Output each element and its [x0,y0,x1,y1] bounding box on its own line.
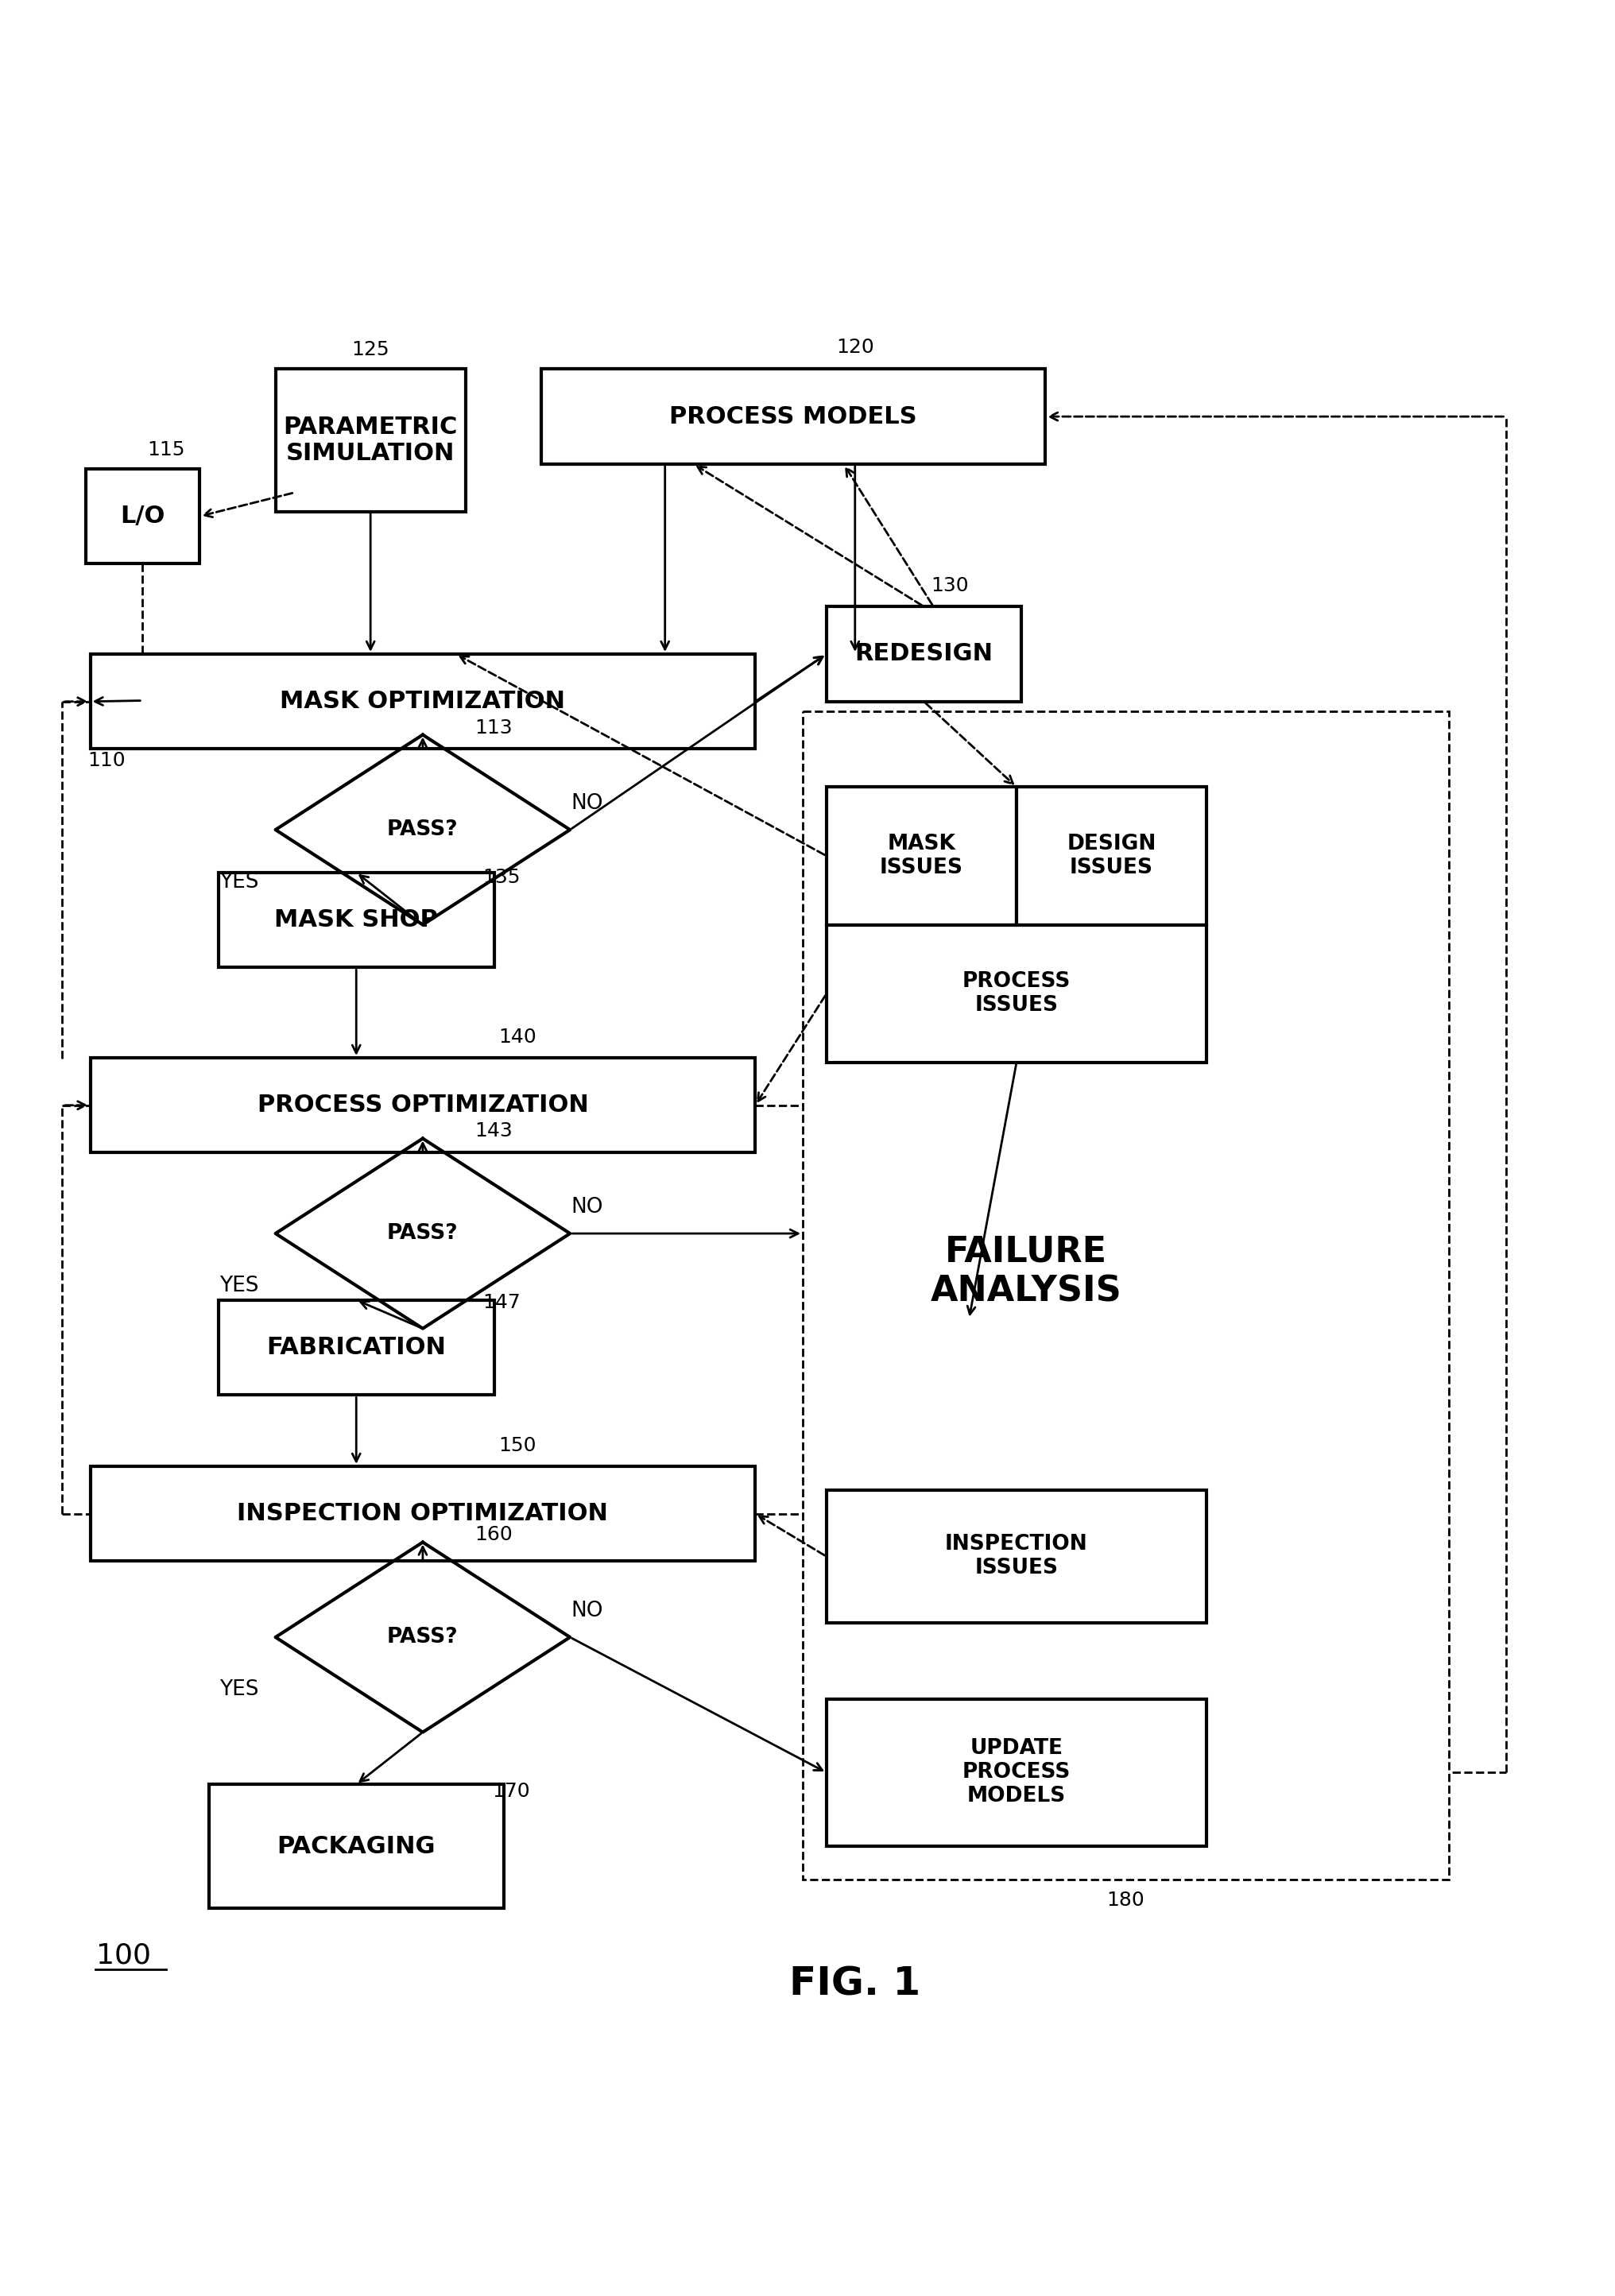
Text: INSPECTION
ISSUES: INSPECTION ISSUES [945,1534,1089,1580]
Text: PARAMETRIC
SIMULATION: PARAMETRIC SIMULATION [283,416,457,466]
Text: 150: 150 [499,1435,536,1456]
Bar [827,606,1021,703]
Polygon shape [276,735,570,925]
Bar [1016,788,1206,925]
Polygon shape [276,1139,570,1329]
Text: PROCESS
ISSUES: PROCESS ISSUES [963,971,1071,1015]
Text: 140: 140 [499,1026,536,1047]
Text: MASK
ISSUES: MASK ISSUES [880,833,963,877]
Bar [827,925,1206,1063]
Text: 130: 130 [932,576,969,595]
Bar [276,370,465,512]
Text: 147: 147 [483,1293,520,1313]
Text: PROCESS OPTIMIZATION: PROCESS OPTIMIZATION [257,1093,588,1116]
Bar [208,1784,504,1908]
Text: PASS?: PASS? [388,1628,459,1649]
Text: 135: 135 [483,868,520,886]
Text: UPDATE
PROCESS
MODELS: UPDATE PROCESS MODELS [963,1738,1071,1807]
Text: NO: NO [572,1196,602,1217]
Text: 120: 120 [837,338,874,356]
Text: PACKAGING: PACKAGING [276,1835,436,1857]
Bar [90,1058,756,1153]
Bar [541,370,1045,464]
Text: INSPECTION OPTIMIZATION: INSPECTION OPTIMIZATION [237,1502,609,1525]
Text: PROCESS MODELS: PROCESS MODELS [669,404,917,427]
Bar [90,1467,756,1561]
Bar [86,468,200,565]
Text: 170: 170 [493,1782,530,1800]
Bar [827,1699,1206,1846]
Bar [827,1490,1206,1623]
Text: MASK OPTIMIZATION: MASK OPTIMIZATION [279,691,565,714]
Text: 160: 160 [475,1525,514,1545]
Bar [803,712,1449,1880]
Text: FIG. 1: FIG. 1 [790,1965,921,2002]
Text: 125: 125 [352,340,389,360]
Text: YES: YES [220,872,258,893]
Text: 180: 180 [1106,1892,1145,1910]
Text: YES: YES [220,1274,258,1295]
Text: 143: 143 [475,1120,514,1141]
Text: REDESIGN: REDESIGN [854,643,993,666]
Text: L/O: L/O [120,505,165,528]
Text: PASS?: PASS? [388,1224,459,1244]
Text: 100: 100 [95,1942,150,1970]
Text: FAILURE
ANALYSIS: FAILURE ANALYSIS [930,1235,1122,1309]
Text: 115: 115 [147,441,186,459]
Text: MASK SHOP: MASK SHOP [275,909,438,932]
Bar [218,1300,494,1396]
Bar [90,654,756,748]
Text: NO: NO [572,792,602,813]
Bar [218,872,494,967]
Text: 113: 113 [475,719,514,737]
Text: PASS?: PASS? [388,820,459,840]
Bar [827,788,1016,925]
Text: 110: 110 [87,751,126,769]
Text: FABRICATION: FABRICATION [266,1336,446,1359]
Polygon shape [276,1543,570,1731]
Text: NO: NO [572,1600,602,1621]
Text: YES: YES [220,1678,258,1699]
Text: DESIGN
ISSUES: DESIGN ISSUES [1068,833,1156,877]
